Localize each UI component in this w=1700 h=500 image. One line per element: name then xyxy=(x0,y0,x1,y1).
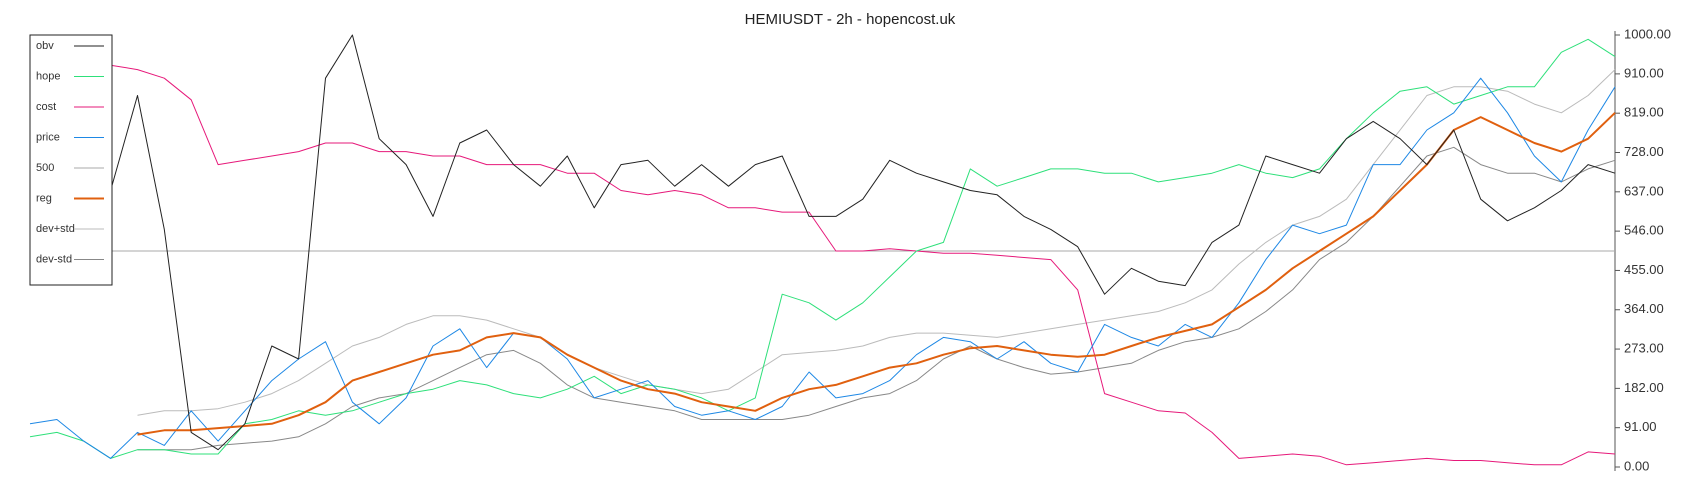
legend-label: dev-std xyxy=(36,253,72,265)
chart-title: HEMIUSDT - 2h - hopencost.uk xyxy=(745,11,956,28)
y-tick-label: 728.00 xyxy=(1624,144,1664,159)
legend-label: price xyxy=(36,131,60,143)
series-line xyxy=(29,77,1616,459)
series-line xyxy=(29,38,1616,459)
series-line xyxy=(137,146,1616,451)
legend-label: dev+std xyxy=(36,223,75,235)
y-tick-label: 273.00 xyxy=(1624,341,1664,356)
y-tick-label: 910.00 xyxy=(1624,65,1664,80)
y-tick-label: 546.00 xyxy=(1624,223,1664,238)
legend-label: cost xyxy=(36,101,56,113)
y-tick-label: 455.00 xyxy=(1624,262,1664,277)
y-tick-label: 819.00 xyxy=(1624,105,1664,120)
series-line xyxy=(83,34,1616,451)
y-tick-label: 0.00 xyxy=(1624,458,1649,473)
legend-label: obv xyxy=(36,40,54,52)
y-tick-label: 364.00 xyxy=(1624,301,1664,316)
legend-label: hope xyxy=(36,70,60,82)
legend-label: reg xyxy=(36,192,52,204)
series-line xyxy=(137,69,1616,416)
y-tick-label: 1000.00 xyxy=(1624,26,1671,41)
y-tick-label: 637.00 xyxy=(1624,183,1664,198)
series-line xyxy=(110,64,1616,466)
y-tick-label: 91.00 xyxy=(1624,419,1657,434)
legend-label: 500 xyxy=(36,162,54,174)
y-tick-label: 182.00 xyxy=(1624,380,1664,395)
series-line xyxy=(137,112,1616,436)
